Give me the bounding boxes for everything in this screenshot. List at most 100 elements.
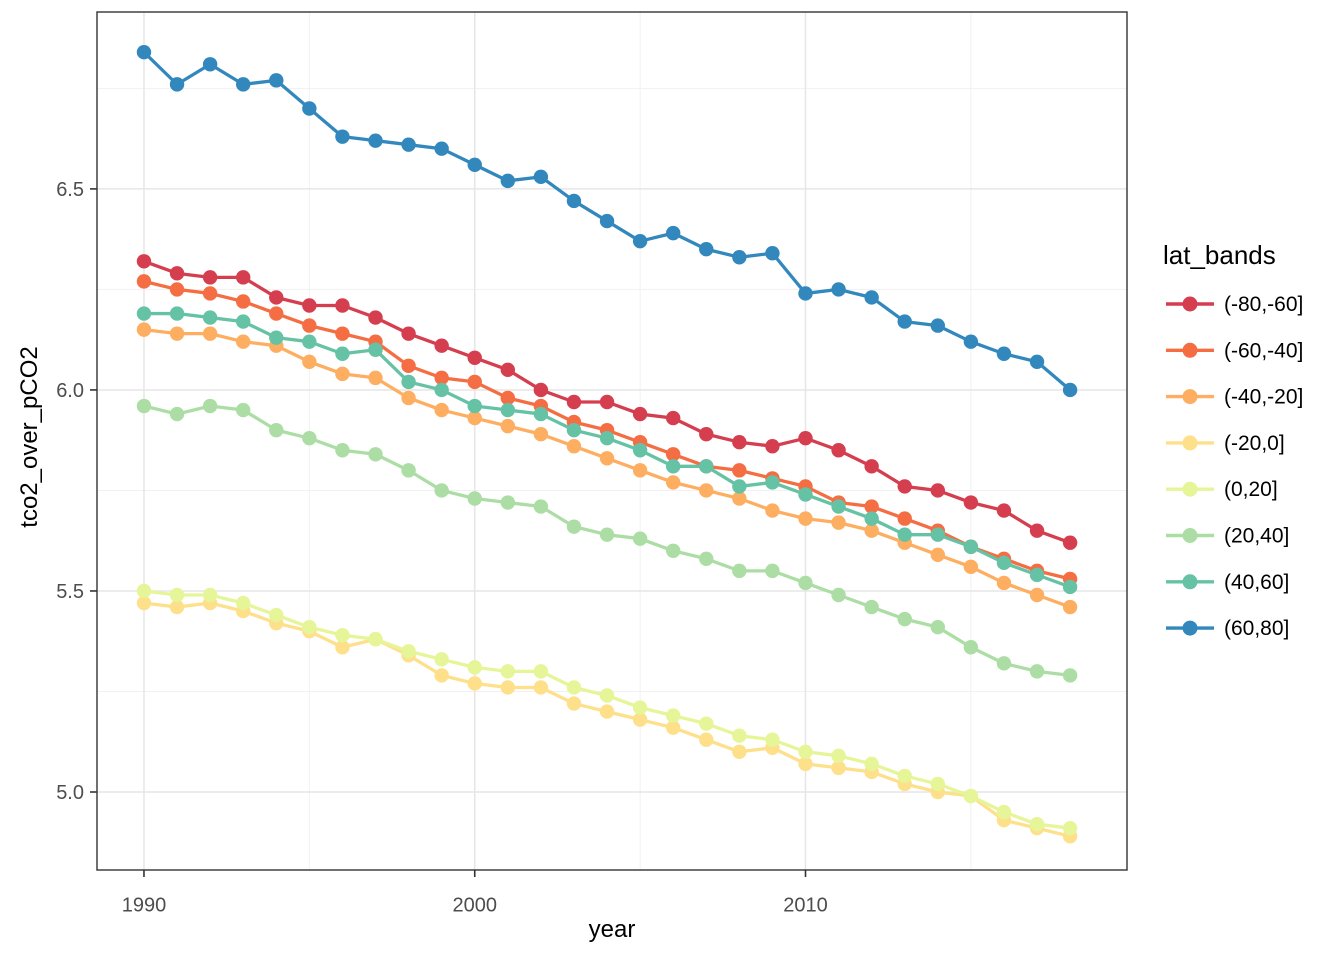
legend-item-label: (-40,-20]: [1224, 386, 1303, 409]
y-tick-label: 6.5: [56, 179, 84, 201]
data-point: [533, 169, 549, 185]
data-point: [1062, 535, 1078, 550]
data-point: [732, 463, 747, 478]
data-point: [665, 720, 681, 735]
data-point: [1029, 587, 1045, 603]
data-point: [963, 334, 979, 349]
series-(-80,-60]: [136, 254, 1078, 550]
data-point: [368, 447, 383, 462]
data-point: [798, 286, 813, 301]
data-point: [269, 306, 284, 321]
data-point: [467, 660, 482, 675]
data-point: [136, 274, 152, 289]
data-point: [996, 804, 1012, 820]
data-point: [533, 426, 549, 442]
data-point: [632, 531, 648, 546]
data-point: [401, 358, 416, 374]
data-point: [169, 587, 185, 603]
data-point: [302, 318, 317, 333]
data-point: [302, 430, 317, 446]
data-point: [566, 439, 582, 454]
data-point: [632, 233, 648, 249]
legend-item-label: (60,80]: [1224, 617, 1289, 640]
data-point: [699, 426, 714, 442]
data-point: [798, 430, 813, 446]
data-point: [632, 406, 648, 422]
data-point: [500, 418, 516, 434]
data-point: [732, 744, 747, 759]
data-point: [831, 587, 846, 603]
data-point: [235, 595, 251, 611]
data-point: [963, 640, 979, 655]
data-point: [533, 664, 549, 679]
data-point: [864, 756, 879, 772]
data-point: [136, 254, 152, 269]
data-point: [963, 539, 979, 554]
data-point: [632, 443, 648, 458]
data-point: [302, 334, 317, 349]
data-point: [136, 322, 152, 337]
legend: (-80,-60] (-60,-40] (-40,-20] (-20,0] (0,20]…: [1166, 293, 1303, 640]
legend-key-point: [1182, 296, 1198, 312]
data-point: [401, 326, 416, 341]
data-point: [996, 503, 1012, 518]
y-axis-title: tco2_over_pCO2: [16, 346, 43, 528]
data-point: [169, 599, 185, 615]
legend-item-label: (-60,-40]: [1224, 339, 1303, 362]
data-point: [963, 788, 979, 804]
data-point: [665, 543, 681, 558]
data-point: [632, 712, 648, 727]
data-point: [864, 523, 879, 538]
data-point: [765, 439, 780, 454]
data-point: [831, 499, 846, 514]
data-point: [930, 318, 946, 333]
data-point: [335, 443, 350, 458]
legend-item: (20,40]: [1166, 525, 1289, 548]
data-point: [765, 563, 780, 579]
data-point: [831, 748, 846, 764]
data-point: [169, 326, 185, 341]
y-tick-label: 5.5: [56, 581, 84, 603]
data-point: [202, 326, 218, 341]
data-point: [368, 342, 383, 357]
data-point: [169, 282, 185, 297]
data-point: [831, 443, 846, 458]
data-point: [897, 611, 912, 627]
data-point: [202, 587, 218, 603]
data-point: [302, 101, 317, 116]
data-point: [235, 402, 251, 418]
data-point: [1029, 664, 1045, 679]
data-point: [533, 499, 549, 514]
data-point: [798, 756, 813, 772]
data-point: [996, 555, 1012, 571]
legend-item: (-60,-40]: [1166, 339, 1303, 362]
data-point: [401, 137, 416, 152]
data-point: [467, 350, 482, 365]
data-point: [368, 133, 383, 148]
data-point: [566, 193, 582, 209]
legend-item: (-20,0]: [1166, 432, 1285, 455]
data-point: [1062, 668, 1078, 683]
data-point: [566, 519, 582, 534]
data-point: [136, 306, 152, 321]
data-point: [335, 627, 350, 643]
data-point: [467, 157, 482, 172]
data-point: [335, 326, 350, 341]
data-point: [930, 776, 946, 792]
data-point: [665, 708, 681, 723]
data-point: [864, 459, 879, 474]
data-point: [202, 310, 218, 325]
series-(20,40]: [136, 398, 1078, 683]
data-point: [699, 732, 714, 747]
data-point: [335, 366, 350, 382]
data-point: [169, 306, 185, 321]
data-point: [335, 298, 350, 313]
legend-item: (-80,-60]: [1166, 293, 1303, 316]
data-point: [202, 57, 218, 72]
data-point: [500, 664, 516, 679]
legend-key-point: [1182, 389, 1198, 405]
legend-key-point: [1182, 435, 1198, 451]
data-point: [996, 656, 1012, 671]
data-point: [599, 394, 615, 410]
